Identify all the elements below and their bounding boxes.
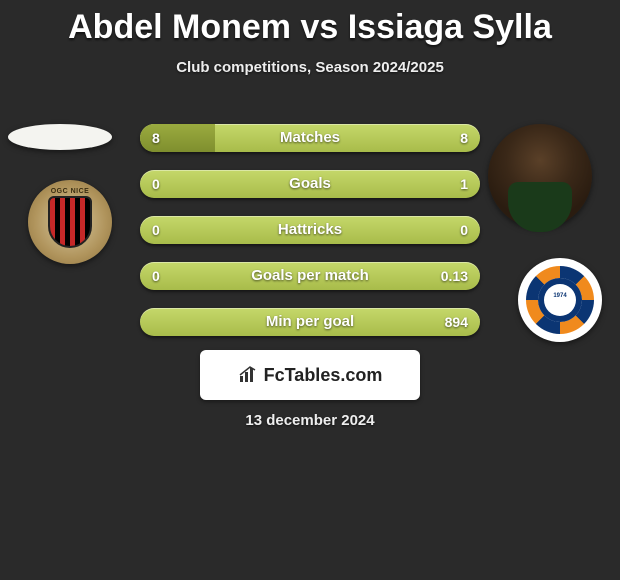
stat-label: Goals per match [140, 262, 480, 290]
club-right-year: 1974 [518, 293, 602, 299]
comparison-subtitle: Club competitions, Season 2024/2025 [0, 59, 620, 76]
club-left-code: OGC NICE [28, 188, 112, 195]
player-left-photo [8, 124, 112, 150]
stat-value-right: 8 [460, 124, 468, 152]
stat-label: Hattricks [140, 216, 480, 244]
club-right-wheel [526, 266, 594, 334]
stat-label: Goals [140, 170, 480, 198]
brand-box: FcTables.com [200, 350, 420, 400]
comparison-date: 13 december 2024 [0, 412, 620, 429]
stat-row: Min per goal894 [140, 308, 480, 336]
stat-value-right: 0 [460, 216, 468, 244]
stat-value-right: 894 [445, 308, 468, 336]
stat-value-right: 1 [460, 170, 468, 198]
stat-row: 8Matches8 [140, 124, 480, 152]
club-badge-right: 1974 [518, 258, 602, 342]
player-right-photo [488, 124, 592, 228]
club-left-shield [48, 196, 92, 248]
stat-row: 0Hattricks0 [140, 216, 480, 244]
stats-area: 8Matches80Goals10Hattricks00Goals per ma… [140, 124, 480, 354]
stat-row: 0Goals per match0.13 [140, 262, 480, 290]
club-badge-left: OGC NICE [28, 180, 112, 264]
chart-icon [238, 366, 258, 384]
comparison-title: Abdel Monem vs Issiaga Sylla [0, 0, 620, 47]
stat-label: Matches [140, 124, 480, 152]
stat-row: 0Goals1 [140, 170, 480, 198]
brand-text: FcTables.com [264, 365, 383, 386]
stat-label: Min per goal [140, 308, 480, 336]
stat-value-right: 0.13 [441, 262, 468, 290]
